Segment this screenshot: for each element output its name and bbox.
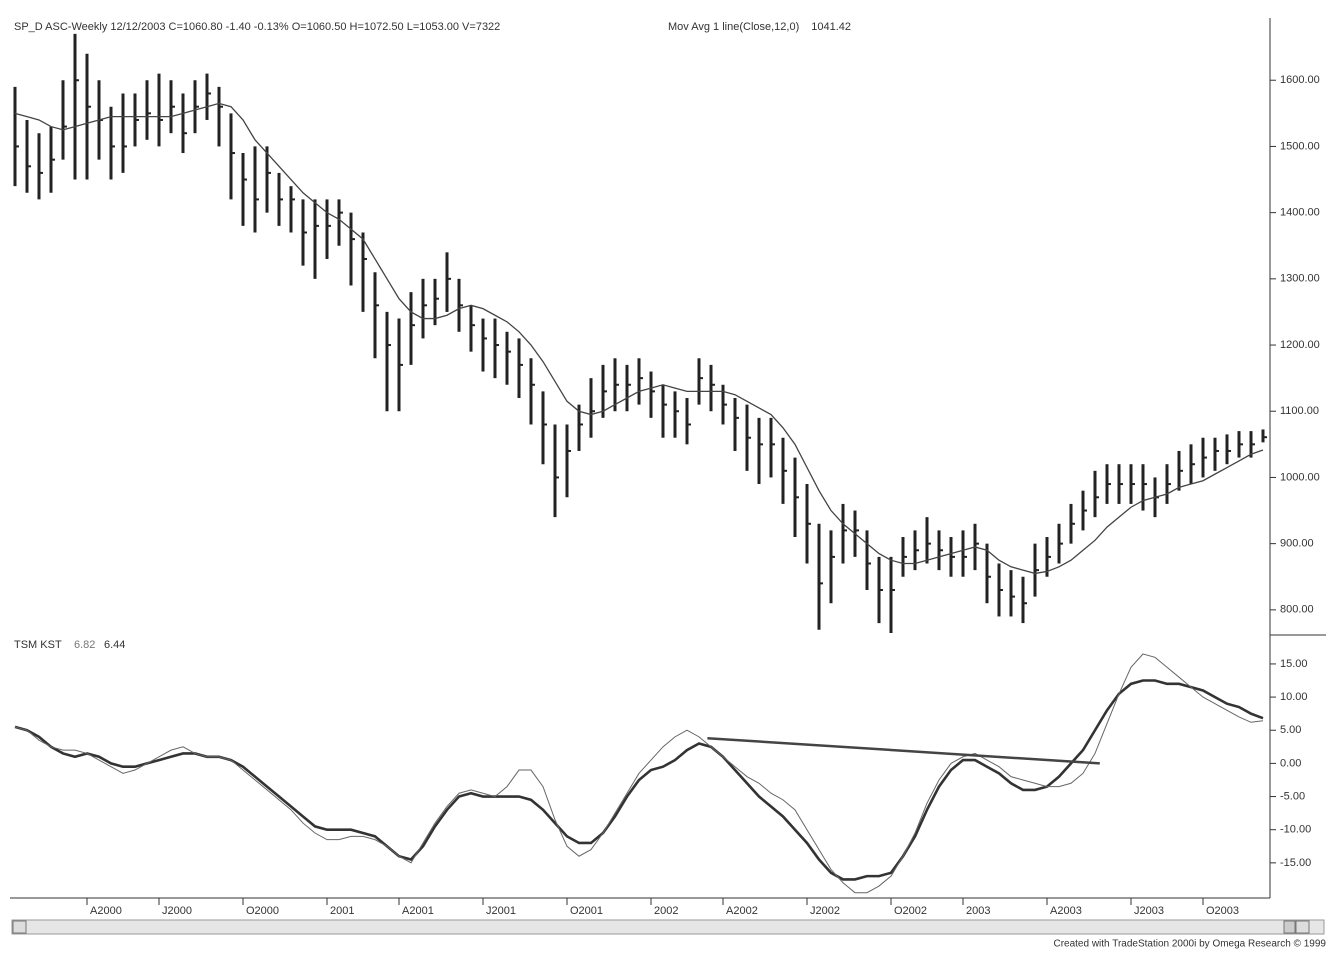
y-tick-label: -5.00	[1280, 790, 1305, 802]
x-tick-label: O2003	[1206, 905, 1239, 917]
y-tick-label: 900.00	[1280, 538, 1314, 550]
y-tick-label: 1500.00	[1280, 140, 1320, 152]
x-tick-label: O2002	[894, 905, 927, 917]
scroll-right[interactable]	[1295, 920, 1310, 934]
x-tick-label: A2002	[726, 905, 758, 917]
x-tick-label: A2000	[90, 905, 122, 917]
kst-title: TSM KST	[14, 639, 62, 651]
y-tick-label: 1200.00	[1280, 339, 1320, 351]
y-tick-label: 1000.00	[1280, 471, 1320, 483]
y-tick-label: 800.00	[1280, 604, 1314, 616]
y-tick-label: -15.00	[1280, 857, 1311, 869]
y-tick-label: 1400.00	[1280, 207, 1320, 219]
x-tick-label: A2001	[402, 905, 434, 917]
ma-name: Mov Avg 1 line(Close,12,0)	[668, 21, 799, 33]
x-tick-label: O2000	[246, 905, 279, 917]
x-tick-label: 2003	[966, 905, 990, 917]
y-tick-label: 15.00	[1280, 658, 1308, 670]
y-tick-label: -10.00	[1280, 824, 1311, 836]
x-tick-label: 2001	[330, 905, 354, 917]
scroll-left[interactable]	[12, 920, 27, 934]
kst-readout: 6.82	[74, 639, 95, 651]
x-tick-label: J2000	[162, 905, 192, 917]
kst-readout: 6.44	[104, 639, 125, 651]
x-tick-label: J2002	[810, 905, 840, 917]
x-tick-label: O2001	[570, 905, 603, 917]
y-tick-label: 5.00	[1280, 724, 1301, 736]
ma-readout: 1041.42	[811, 21, 851, 33]
scroll-thumb[interactable]	[1283, 920, 1296, 934]
x-tick-label: 2002	[654, 905, 678, 917]
y-tick-label: 1600.00	[1280, 74, 1320, 86]
x-tick-label: J2001	[486, 905, 516, 917]
x-tick-label: A2003	[1050, 905, 1082, 917]
footer: Created with TradeStation 2000i by Omega…	[1053, 939, 1326, 950]
kst-line	[14, 653, 1264, 894]
y-tick-label: 1300.00	[1280, 273, 1320, 285]
y-tick-label: 0.00	[1280, 757, 1301, 769]
scrollbar[interactable]	[11, 919, 1325, 935]
header-readout: SP_D ASC-Weekly 12/12/2003 C=1060.80 -1.…	[14, 21, 500, 33]
x-tick-label: J2003	[1134, 905, 1164, 917]
y-tick-label: 10.00	[1280, 691, 1308, 703]
moving-average	[14, 102, 1264, 575]
trend-line	[707, 736, 1100, 765]
y-tick-label: 1100.00	[1280, 405, 1319, 417]
